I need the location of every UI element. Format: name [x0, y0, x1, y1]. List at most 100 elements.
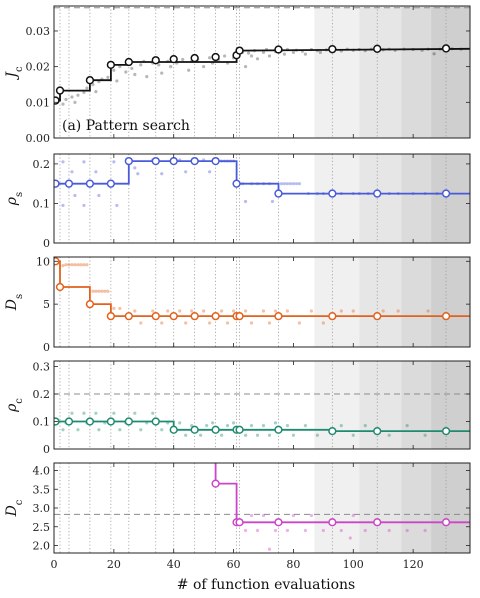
- sample-point: [255, 433, 260, 437]
- best-value-marker: [54, 179, 60, 188]
- sample-point: [351, 433, 355, 437]
- best-value-marker: [106, 417, 116, 426]
- best-value-marker: [169, 311, 178, 321]
- sample-point: [184, 433, 188, 437]
- sample-point: [181, 57, 185, 62]
- sample-point: [291, 513, 296, 518]
- sample-point: [70, 95, 74, 99]
- sample-point: [297, 321, 302, 325]
- sample-point: [423, 528, 427, 533]
- sample-point: [73, 193, 77, 198]
- best-value-marker: [373, 44, 382, 53]
- sample-point: [64, 263, 68, 267]
- plot-area: [54, 361, 470, 449]
- y-tick-label: 2.5: [33, 521, 51, 534]
- sample-point: [94, 170, 98, 174]
- shade-band: [359, 257, 402, 347]
- sample-point: [94, 90, 98, 94]
- y-tick-label: 0.1: [33, 197, 51, 210]
- x-tick-label: 120: [403, 558, 424, 571]
- sample-point: [348, 536, 352, 540]
- sample-point: [169, 65, 173, 69]
- shade-band: [431, 463, 470, 553]
- plot-area: [54, 6, 470, 138]
- sample-point: [285, 528, 290, 533]
- y-axis-label-sub: s: [14, 294, 25, 299]
- y-axis-label-main: D: [4, 299, 20, 311]
- sample-point: [184, 321, 188, 325]
- sample-point: [91, 289, 95, 293]
- best-value-marker: [169, 425, 178, 434]
- sample-point: [249, 321, 254, 325]
- sample-point: [321, 528, 325, 533]
- sample-point: [396, 309, 400, 313]
- sample-point: [267, 321, 272, 325]
- sample-point: [130, 66, 134, 71]
- shade-band: [431, 361, 470, 449]
- best-value-marker: [211, 311, 220, 321]
- sample-point: [145, 75, 149, 79]
- sample-point: [97, 428, 101, 432]
- sample-point: [288, 182, 293, 186]
- sample-point: [61, 160, 65, 164]
- best-value-marker: [64, 179, 74, 188]
- sample-point: [136, 172, 140, 176]
- shade-band: [359, 361, 402, 449]
- sample-point: [178, 309, 182, 313]
- sample-point: [315, 433, 319, 437]
- best-value-marker: [441, 426, 451, 436]
- sample-point: [249, 424, 254, 428]
- y-tick-label: 0.03: [26, 25, 51, 38]
- y-axis-label-main: D: [4, 505, 20, 517]
- shade-band: [314, 463, 360, 553]
- sample-point: [139, 321, 143, 325]
- sample-point: [133, 309, 137, 313]
- best-value-marker: [124, 311, 133, 321]
- sample-point: [294, 182, 299, 186]
- sample-point: [309, 309, 313, 313]
- best-value-marker: [85, 179, 95, 188]
- y-tick-label: 0.2: [33, 388, 51, 401]
- x-tick-label: 40: [167, 558, 181, 571]
- y-tick-label: 0: [43, 443, 50, 456]
- best-value-marker: [190, 156, 199, 166]
- best-value-marker: [151, 156, 160, 166]
- sample-point: [106, 75, 110, 79]
- shade-band: [359, 463, 402, 553]
- panel-frame: [53, 5, 471, 139]
- sample-point: [202, 65, 206, 69]
- panel-frame: [53, 153, 471, 244]
- sample-point: [297, 182, 302, 186]
- sample-point: [208, 321, 212, 325]
- shade-band: [401, 257, 432, 347]
- best-value-marker: [190, 53, 199, 63]
- best-value-marker: [373, 189, 382, 198]
- sample-point: [187, 68, 191, 72]
- best-value-marker: [373, 518, 382, 527]
- best-value-step-line: [214, 463, 470, 524]
- panel-annotation: (a) Pattern search: [62, 118, 190, 134]
- sample-point: [70, 170, 74, 174]
- x-tick-label: 0: [51, 558, 58, 571]
- sample-point: [363, 424, 367, 428]
- best-value-marker: [274, 311, 283, 321]
- sample-point: [432, 52, 436, 56]
- sample-point: [267, 54, 272, 58]
- panel-Ds: 0 5 10 Ds: [4, 255, 471, 354]
- sample-point: [103, 289, 107, 293]
- sample-point: [184, 170, 188, 174]
- y-tick-label: 0.3: [33, 361, 51, 374]
- best-value-marker: [274, 45, 283, 54]
- sample-point: [82, 203, 86, 208]
- sample-point: [211, 421, 215, 425]
- sample-point: [273, 528, 278, 533]
- sample-point: [112, 160, 116, 164]
- best-value-marker: [151, 56, 160, 65]
- sample-point: [381, 309, 385, 313]
- sample-point: [115, 203, 119, 208]
- sample-point: [112, 306, 116, 311]
- panel-frame: [53, 360, 471, 450]
- sample-point: [261, 513, 266, 518]
- sample-point: [339, 528, 343, 533]
